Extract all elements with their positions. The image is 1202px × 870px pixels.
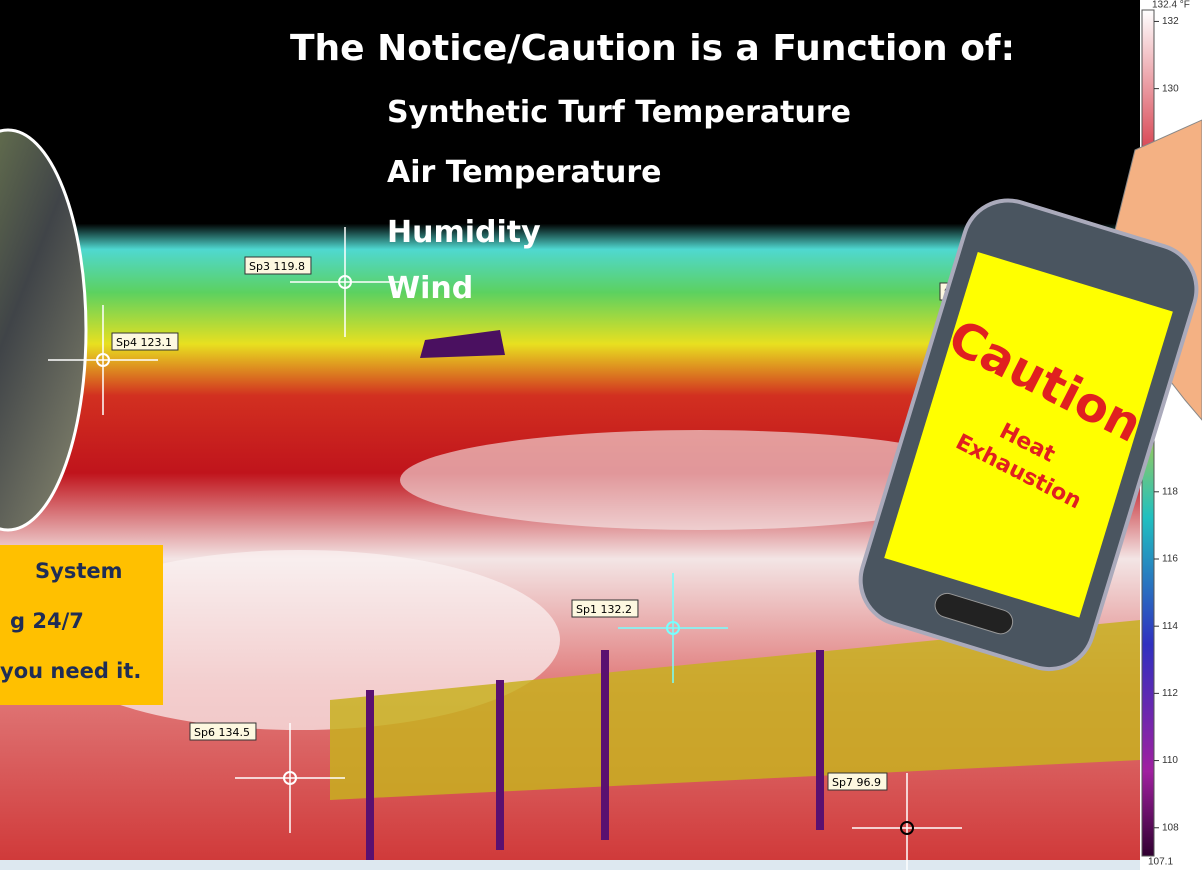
shadow bbox=[420, 330, 505, 358]
hot-patch bbox=[400, 430, 1000, 530]
title: The Notice/Caution is a Function of: bbox=[290, 28, 1015, 69]
phone: Caution Heat Exhaustion bbox=[858, 198, 1199, 672]
spot bbox=[666, 621, 680, 635]
scale-tick-label: 114 bbox=[1162, 621, 1178, 632]
bottom-bar bbox=[0, 860, 1140, 870]
spot-label-box bbox=[111, 332, 179, 351]
spot-markers: Sp3 119.8 Sp4 123.1 Sp1 132.2 Sp6 134.5 Sp7 … bbox=[48, 227, 962, 870]
scale-bottom: 107.1 bbox=[1148, 857, 1173, 868]
scale-tick-label: 112 bbox=[1162, 688, 1178, 699]
spot bbox=[338, 275, 352, 289]
spot-label-box bbox=[571, 599, 639, 618]
callout-text: g 24/7 bbox=[10, 609, 84, 633]
callout-box bbox=[0, 545, 163, 705]
scale-tick-label: 130 bbox=[1162, 83, 1179, 94]
callout-text: you need it. bbox=[0, 659, 141, 683]
scale-tick-label: 132 bbox=[1162, 16, 1179, 27]
factor: Air Temperature bbox=[387, 155, 662, 190]
scale-tick-label: 110 bbox=[1162, 755, 1178, 766]
spot bbox=[900, 821, 914, 835]
phone-screen bbox=[884, 251, 1173, 618]
factor: Wind bbox=[387, 271, 473, 306]
spot-label: Sp4 123.1 bbox=[116, 336, 172, 349]
spot-label: Sp1 132.2 bbox=[576, 603, 632, 616]
spot bbox=[283, 771, 297, 785]
scale-top: 132.4 °F bbox=[1152, 0, 1190, 11]
fence bbox=[330, 620, 1140, 800]
scale-tick-label: 118 bbox=[1162, 486, 1178, 497]
fence-posts bbox=[366, 650, 824, 860]
hot-patch bbox=[40, 550, 560, 730]
spot-label-box bbox=[827, 772, 888, 791]
scale-tick-label: 116 bbox=[1162, 554, 1178, 565]
home-button bbox=[934, 592, 1014, 635]
photo bbox=[0, 128, 88, 532]
scale-tick-label: 108 bbox=[1162, 822, 1179, 833]
spot-label-box bbox=[189, 722, 257, 741]
spot bbox=[96, 353, 110, 367]
callout-text: System bbox=[35, 559, 122, 583]
factor: Synthetic Turf Temperature bbox=[387, 95, 851, 130]
factor: Humidity bbox=[387, 215, 541, 250]
spot-label: Sp3 119.8 bbox=[249, 260, 305, 273]
spot-label-box bbox=[244, 256, 312, 275]
spot-label: Sp7 96.9 bbox=[832, 776, 881, 789]
spot-label: Sp6 134.5 bbox=[194, 726, 250, 739]
